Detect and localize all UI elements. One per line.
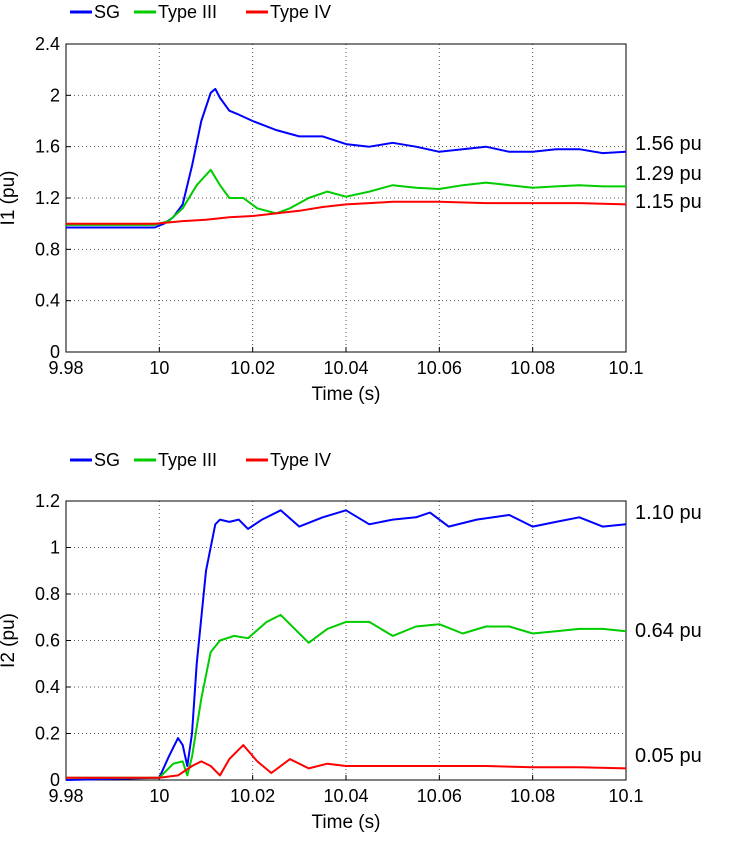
series-line-sg [66, 87, 627, 229]
y-tick-label: 0.2 [35, 724, 60, 744]
legend-label-type-iii: Type III [158, 2, 217, 22]
legend-label-type-iv: Type IV [270, 450, 331, 470]
x-tick-label: 10.06 [417, 358, 462, 378]
legend-label-type-iii: Type III [158, 450, 217, 470]
x-tick-label: 10.08 [510, 786, 555, 806]
y-tick-label: 0.8 [35, 239, 60, 259]
x-tick-label: 10.04 [323, 786, 368, 806]
x-tick-label: 9.98 [48, 786, 83, 806]
x-tick-label: 10.02 [230, 786, 275, 806]
x-axis-label: Time (s) [312, 812, 381, 833]
value-annotation: 0.64 pu [635, 620, 702, 642]
y-tick-label: 1.2 [35, 188, 60, 208]
value-annotation: 0.05 pu [635, 745, 702, 767]
x-tick-label: 10.1 [608, 358, 643, 378]
y-tick-label: 2 [50, 85, 60, 105]
legend-label-sg: SG [94, 2, 120, 22]
x-tick-label: 10.02 [230, 358, 275, 378]
x-tick-label: 10 [149, 786, 169, 806]
x-tick-label: 10.08 [510, 358, 555, 378]
y-tick-label: 0.6 [35, 631, 60, 651]
x-tick-label: 9.98 [48, 358, 83, 378]
series-line-sg [65, 509, 627, 781]
legend-label-sg: SG [94, 450, 120, 470]
value-annotation: 1.29 pu [635, 163, 702, 185]
x-tick-label: 10.1 [608, 786, 643, 806]
series-line-type-iii [66, 613, 627, 779]
y-tick-label: 1 [50, 538, 60, 558]
series-line-type-iii [66, 168, 626, 226]
x-tick-label: 10.06 [417, 786, 462, 806]
value-annotation: 1.56 pu [635, 133, 702, 155]
legend-label-type-iv: Type IV [270, 2, 331, 22]
x-axis-label: Time (s) [312, 384, 381, 405]
x-tick-label: 10 [149, 358, 169, 378]
value-annotation: 1.10 pu [635, 502, 702, 524]
y-tick-label: 2.4 [35, 34, 60, 54]
series-line-type-iv [66, 200, 627, 225]
value-annotation: 1.15 pu [635, 191, 702, 213]
y-tick-label: 0.4 [35, 291, 60, 311]
y-tick-label: 0 [50, 342, 60, 362]
x-tick-label: 10.04 [323, 358, 368, 378]
y-tick-label: 0.8 [35, 584, 60, 604]
y-axis-label: I2 (pu) [0, 613, 19, 668]
y-tick-label: 1.2 [35, 491, 60, 511]
series-line-type-iv [66, 744, 627, 779]
y-axis-label: I1 (pu) [0, 171, 19, 226]
y-tick-label: 0.4 [35, 677, 60, 697]
y-tick-label: 0 [50, 770, 60, 790]
y-tick-label: 1.6 [35, 137, 60, 157]
